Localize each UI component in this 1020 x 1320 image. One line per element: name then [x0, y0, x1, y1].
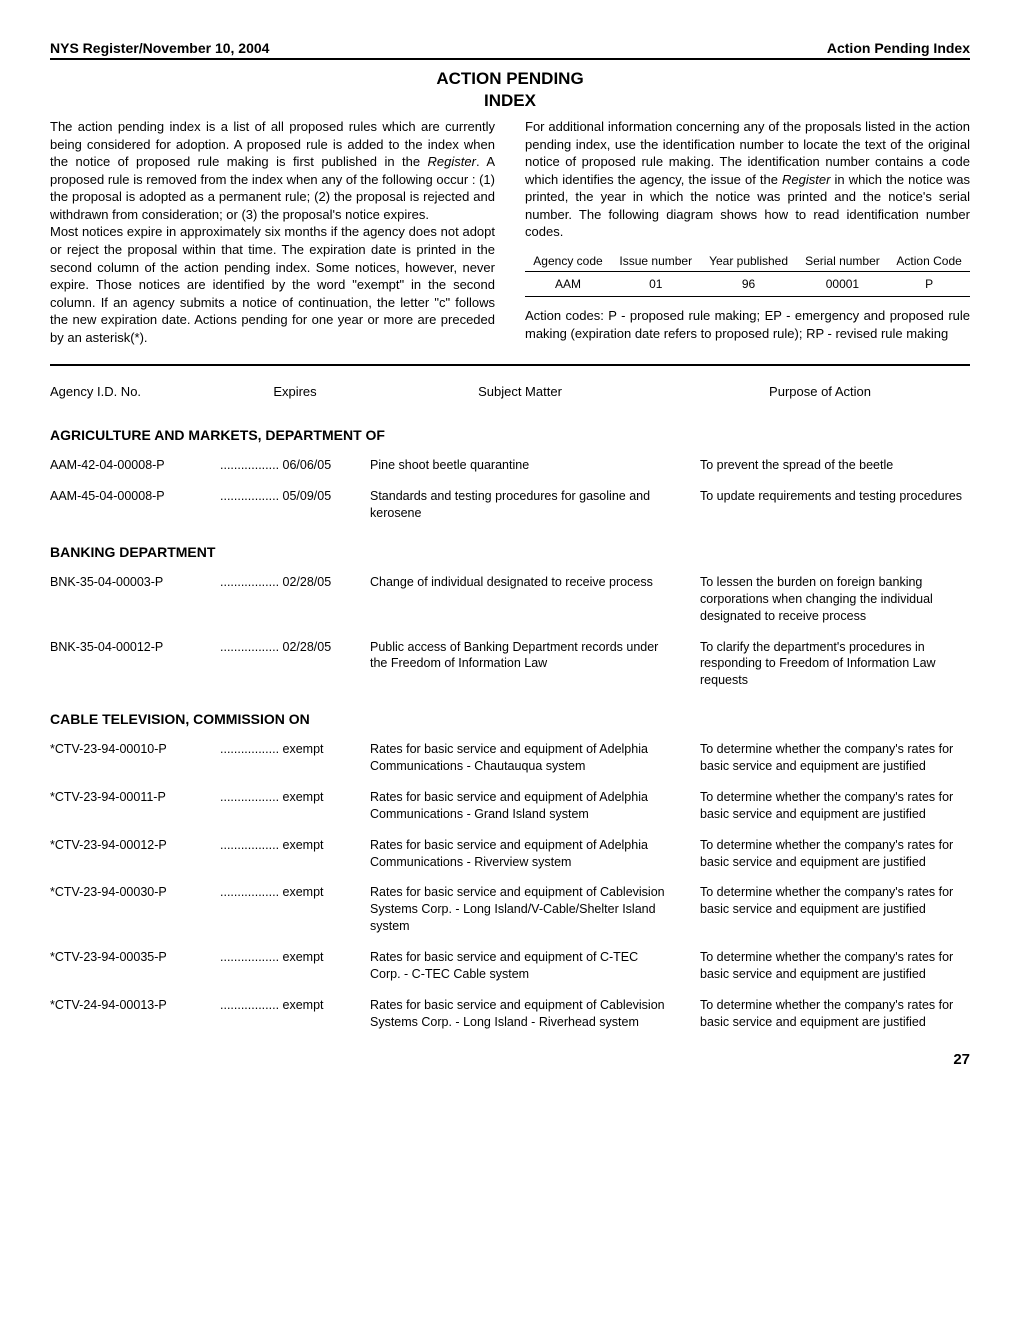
entry-purpose: To determine whether the company's rates… — [700, 949, 970, 983]
section-title: CABLE TELEVISION, COMMISSION ON — [50, 711, 970, 727]
separator — [50, 364, 970, 366]
header-left: NYS Register/November 10, 2004 — [50, 40, 269, 56]
entry-expires: exempt — [220, 789, 370, 823]
entry-row: AAM-42-04-00008-P06/06/05Pine shoot beet… — [50, 457, 970, 474]
colhead-subj: Subject Matter — [370, 384, 670, 399]
entry-purpose: To lessen the burden on foreign banking … — [700, 574, 970, 625]
entry-id: BNK-35-04-00012-P — [50, 639, 220, 690]
intro-left-p2: Most notices expire in approximately six… — [50, 224, 495, 344]
entry-row: *CTV-23-94-00012-PexemptRates for basic … — [50, 837, 970, 871]
page-number: 27 — [50, 1051, 970, 1068]
id-code-table: Agency code Issue number Year published … — [525, 251, 970, 297]
section-title: AGRICULTURE AND MARKETS, DEPARTMENT OF — [50, 427, 970, 443]
entry-subject: Standards and testing procedures for gas… — [370, 488, 700, 522]
entry-subject: Rates for basic service and equipment of… — [370, 884, 700, 935]
entry-row: BNK-35-04-00012-P02/28/05Public access o… — [50, 639, 970, 690]
page-title: ACTION PENDING INDEX — [50, 68, 970, 112]
intro-columns: The action pending index is a list of al… — [50, 118, 970, 346]
action-codes: Action codes: P - proposed rule making; … — [525, 307, 970, 342]
idtab-c0: AAM — [525, 272, 611, 297]
sections-container: AGRICULTURE AND MARKETS, DEPARTMENT OF AA… — [50, 427, 970, 1030]
entry-purpose: To determine whether the company's rates… — [700, 884, 970, 935]
colhead-exp: Expires — [220, 384, 370, 399]
entry-subject: Rates for basic service and equipment of… — [370, 837, 700, 871]
title-line1: ACTION PENDING — [436, 69, 583, 88]
idtab-c3: 00001 — [797, 272, 889, 297]
entry-purpose: To clarify the department's procedures i… — [700, 639, 970, 690]
entry-id: *CTV-23-94-00030-P — [50, 884, 220, 935]
entry-row: *CTV-23-94-00010-PexemptRates for basic … — [50, 741, 970, 775]
entry-expires: exempt — [220, 949, 370, 983]
entry-subject: Change of individual designated to recei… — [370, 574, 700, 625]
entry-subject: Pine shoot beetle quarantine — [370, 457, 700, 474]
entry-id: AAM-45-04-00008-P — [50, 488, 220, 522]
entry-purpose: To prevent the spread of the beetle — [700, 457, 970, 474]
entry-purpose: To determine whether the company's rates… — [700, 789, 970, 823]
entry-purpose: To determine whether the company's rates… — [700, 997, 970, 1031]
intro-left-italic: Register — [428, 154, 476, 169]
idtab-h4: Action Code — [888, 251, 970, 272]
header-right: Action Pending Index — [827, 40, 970, 56]
entry-id: *CTV-23-94-00012-P — [50, 837, 220, 871]
page-header: NYS Register/November 10, 2004 Action Pe… — [50, 40, 970, 60]
entry-expires: exempt — [220, 997, 370, 1031]
title-line2: INDEX — [484, 91, 536, 110]
entry-id: AAM-42-04-00008-P — [50, 457, 220, 474]
entry-id: *CTV-23-94-00035-P — [50, 949, 220, 983]
idtab-h1: Issue number — [611, 251, 701, 272]
entry-id: *CTV-24-94-00013-P — [50, 997, 220, 1031]
entry-row: *CTV-23-94-00035-PexemptRates for basic … — [50, 949, 970, 983]
intro-left: The action pending index is a list of al… — [50, 118, 495, 346]
section-title: BANKING DEPARTMENT — [50, 544, 970, 560]
entry-expires: 02/28/05 — [220, 574, 370, 625]
intro-right: For additional information concerning an… — [525, 118, 970, 346]
idtab-c4: P — [888, 272, 970, 297]
entry-expires: exempt — [220, 884, 370, 935]
entry-id: *CTV-23-94-00011-P — [50, 789, 220, 823]
entry-subject: Rates for basic service and equipment of… — [370, 741, 700, 775]
idtab-h2: Year published — [701, 251, 797, 272]
entry-id: BNK-35-04-00003-P — [50, 574, 220, 625]
entry-id: *CTV-23-94-00010-P — [50, 741, 220, 775]
entry-row: *CTV-23-94-00011-PexemptRates for basic … — [50, 789, 970, 823]
entry-expires: 05/09/05 — [220, 488, 370, 522]
entry-row: BNK-35-04-00003-P02/28/05Change of indiv… — [50, 574, 970, 625]
colhead-purp: Purpose of Action — [670, 384, 970, 399]
idtab-c2: 96 — [701, 272, 797, 297]
entry-row: *CTV-24-94-00013-PexemptRates for basic … — [50, 997, 970, 1031]
entry-expires: exempt — [220, 741, 370, 775]
entry-subject: Rates for basic service and equipment of… — [370, 789, 700, 823]
idtab-h3: Serial number — [797, 251, 889, 272]
colhead-id: Agency I.D. No. — [50, 384, 220, 399]
entry-purpose: To determine whether the company's rates… — [700, 837, 970, 871]
entry-expires: 02/28/05 — [220, 639, 370, 690]
entry-subject: Rates for basic service and equipment of… — [370, 997, 700, 1031]
idtab-h0: Agency code — [525, 251, 611, 272]
entry-purpose: To determine whether the company's rates… — [700, 741, 970, 775]
intro-right-italic: Register — [782, 172, 830, 187]
column-headers: Agency I.D. No. Expires Subject Matter P… — [50, 384, 970, 399]
entry-row: *CTV-23-94-00030-PexemptRates for basic … — [50, 884, 970, 935]
idtab-c1: 01 — [611, 272, 701, 297]
entry-expires: 06/06/05 — [220, 457, 370, 474]
entry-subject: Rates for basic service and equipment of… — [370, 949, 700, 983]
entry-row: AAM-45-04-00008-P05/09/05Standards and t… — [50, 488, 970, 522]
entry-purpose: To update requirements and testing proce… — [700, 488, 970, 522]
entry-expires: exempt — [220, 837, 370, 871]
entry-subject: Public access of Banking Department reco… — [370, 639, 700, 690]
